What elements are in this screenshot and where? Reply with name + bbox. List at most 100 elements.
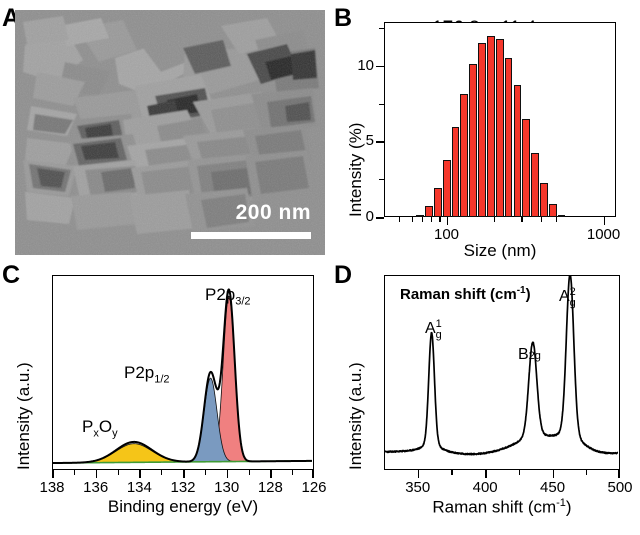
raman-label-b2g: B2g <box>518 346 541 363</box>
histogram-xtick-minor <box>556 217 558 222</box>
histogram-ytick-minor <box>379 103 384 105</box>
histogram-y-axis-title: Intensity (%) <box>346 122 365 217</box>
raman-xtick-label: 500 <box>607 479 633 496</box>
xps-xtick-label: 134 <box>126 479 152 496</box>
histogram-xtick-minor <box>422 217 424 222</box>
raman-xtick-label: 400 <box>472 479 498 496</box>
histogram-bar <box>522 118 531 217</box>
tem-micrograph: 200 nm <box>15 10 325 255</box>
histogram-ytick-minor <box>379 179 384 181</box>
histogram-ytick-label: 0 <box>365 208 374 225</box>
scalebar-label: 200 nm <box>235 201 311 224</box>
xps-xtick-minor <box>204 470 207 475</box>
raman-plot-area <box>384 275 620 470</box>
histogram-ytick <box>376 141 384 143</box>
raman-trace <box>385 276 618 456</box>
histogram-xtick-minor <box>439 217 441 222</box>
raman-xtick-minor <box>518 470 521 475</box>
histogram-bar <box>425 206 433 217</box>
histogram-xtick-minor <box>431 217 433 222</box>
histogram-bar <box>442 160 451 217</box>
xps-label-p2p32: P2p3/2 <box>205 285 251 307</box>
histogram-ytick-minor <box>379 28 384 30</box>
raman-spectrum-graphic <box>385 276 618 456</box>
histogram-x-axis-title: Size (nm) <box>463 241 537 260</box>
xps-label-p2p12-sub: 1/2 <box>154 373 170 386</box>
panel-a-tem: A <box>2 6 325 255</box>
histogram-bar <box>478 43 487 217</box>
xps-xtick-label: 132 <box>170 479 196 496</box>
raman-inset-title: Raman shift (cm-1) <box>400 285 531 303</box>
xps-xtick <box>312 470 314 478</box>
panel-c-xps: C 138 136 134 132 130 128 126 Binding energy (… <box>0 261 332 535</box>
xps-x-axis-title: Binding energy (eV) <box>107 497 259 516</box>
histogram-xtick <box>603 217 606 225</box>
histogram-xtick <box>446 217 449 225</box>
panel-b-letter: B <box>334 4 353 32</box>
histogram-ytick <box>376 65 384 68</box>
raman-xtick <box>618 470 620 478</box>
xps-xtick-minor <box>161 470 163 475</box>
histogram-bar <box>495 39 504 217</box>
xps-label-p2p12: P2p1/2 <box>124 363 170 385</box>
raman-x-axis-title: Raman shift (cm-1) <box>432 497 572 517</box>
xps-plot-area <box>52 275 314 470</box>
histogram-bar <box>486 35 495 217</box>
xps-y-axis-title: Intensity (a.u.) <box>14 362 33 470</box>
xps-label-p2p32-text: P2p <box>205 285 236 304</box>
histogram-ytick <box>376 217 384 219</box>
histogram-bars <box>384 22 616 217</box>
histogram-xtick-minor <box>493 217 495 222</box>
histogram-xtick-minor <box>541 217 543 222</box>
histogram-bar <box>469 63 478 217</box>
xps-xtick-minor <box>117 470 119 475</box>
xps-label-p2p32-sub: 3/2 <box>235 295 251 308</box>
xps-xtick-label: 128 <box>257 479 283 496</box>
xps-spectrum-graphic <box>53 288 312 465</box>
xps-xtick <box>270 470 272 478</box>
xps-xtick <box>226 470 229 478</box>
xps-label-p2p12-text: P2p <box>124 363 155 382</box>
raman-xtick-label: 450 <box>540 479 566 496</box>
histogram-bar <box>513 84 522 217</box>
tem-image-graphic <box>15 10 325 255</box>
xps-xtick-minor <box>73 470 76 475</box>
xps-xtick-label: 136 <box>83 479 109 496</box>
xps-xtick-minor <box>292 470 294 475</box>
histogram-bar <box>451 127 460 217</box>
histogram-xtick-minor <box>411 217 413 222</box>
histogram-bar <box>539 183 548 217</box>
xps-xtick-label: 130 <box>214 479 240 496</box>
raman-xtick <box>552 470 555 478</box>
panel-c-letter: C <box>2 261 21 289</box>
histogram-xtick-label: 100 <box>433 226 460 243</box>
raman-y-axis-title: Intensity (a.u.) <box>346 362 365 470</box>
raman-xtick-minor <box>586 470 588 475</box>
xps-xtick <box>139 470 141 478</box>
histogram-bar <box>557 214 566 217</box>
raman-xtick <box>417 470 420 478</box>
histogram-bar <box>504 57 513 217</box>
xps-component-pxoy <box>53 443 312 464</box>
xps-xtick-label: 126 <box>301 479 327 496</box>
xps-xtick <box>52 470 54 478</box>
histogram-bar <box>415 214 424 217</box>
xps-xtick-minor <box>248 470 250 475</box>
xps-xtick <box>183 470 185 478</box>
xps-xtick <box>95 470 98 478</box>
raman-xtick-label: 350 <box>405 479 431 496</box>
xps-envelope-line <box>53 288 312 465</box>
histogram-bar <box>548 204 557 217</box>
histogram-bar <box>531 152 539 217</box>
scalebar-line <box>191 232 311 239</box>
histogram-xtick-minor <box>399 217 401 222</box>
xps-xtick-label: 138 <box>39 479 65 496</box>
panel-d-letter: D <box>334 261 353 289</box>
xps-label-pxoy: PxOy <box>82 417 118 440</box>
histogram-ytick-label: 10 <box>357 56 374 74</box>
